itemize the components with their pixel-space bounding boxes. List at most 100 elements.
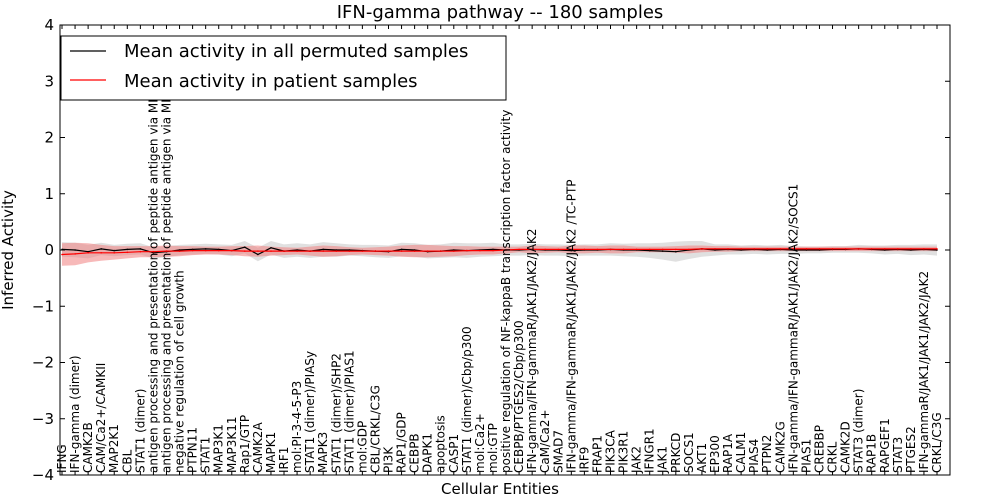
x-tick-label-29: apoptosis [434,415,448,473]
point-patient-59 [831,248,834,250]
point-patient-37 [544,248,546,251]
x-tick-label-49: AKT1 [695,443,709,473]
x-tick-label-67: CRKL/C3G [930,412,944,473]
point-patient-42 [609,248,612,251]
point-patient-26 [400,250,403,252]
point-permuted-20 [322,248,325,251]
x-tick-label-54: PTPN2 [760,435,774,473]
y-tick-label-6: 2 [44,129,54,147]
point-patient-25 [387,250,390,252]
point-permuted-26 [400,248,403,251]
x-tick-label-38: SMAD7 [551,430,565,473]
x-tick-label-17: IRF1 [277,447,291,473]
point-patient-31 [466,249,468,252]
point-patient-58 [818,248,821,250]
x-tick-label-65: PTGES2 [904,426,918,473]
x-tick-label-2: CAMK2B [81,422,95,473]
point-patient-40 [583,248,586,251]
point-permuted-63 [884,249,886,251]
x-tick-label-45: IFNGR1 [643,428,657,473]
x-tick-label-57: PIAS1 [799,439,813,473]
point-patient-12 [217,249,220,252]
point-patient-0 [61,253,63,256]
point-permuted-11 [204,248,207,250]
point-patient-45 [648,248,651,251]
point-patient-36 [531,248,533,251]
point-permuted-5 [126,248,129,251]
point-permuted-54 [766,249,768,251]
point-permuted-7 [152,252,155,254]
point-patient-10 [191,249,194,252]
x-tick-label-6: STAT1 (dimer) [133,389,147,473]
x-tick-label-33: mol:GTP [486,423,500,473]
x-tick-label-63: RAPGEF1 [878,418,892,473]
point-permuted-33 [492,248,494,251]
x-tick-label-22: STAT1 (dimer)/PIAS1 [342,350,356,473]
point-patient-67 [936,248,938,250]
point-patient-56 [792,248,795,250]
point-patient-47 [675,248,677,251]
point-patient-24 [374,250,377,252]
point-patient-52 [740,248,742,250]
point-permuted-67 [936,249,938,251]
x-tick-label-62: RAP1B [865,434,879,473]
y-tick-label-4: 0 [44,241,54,259]
x-tick-label-48: SOCS1 [682,432,696,473]
y-axis: −4 −3 −2 −1 0 1 2 3 4 [32,16,950,484]
x-tick-label-21: STAT1 (dimer)/SHP2 [329,353,343,473]
point-permuted-30 [453,249,455,251]
x-tick-label-46: JAK1 [656,446,670,474]
point-patient-55 [779,248,782,250]
x-tick-label-11: STAT1 [199,437,213,473]
x-tick-label-8: antigen processing and presentation of p… [160,41,174,473]
point-patient-1 [74,253,76,255]
point-permuted-58 [818,249,821,251]
point-permuted-2 [87,250,89,253]
point-patient-29 [439,250,442,252]
point-permuted-14 [244,246,246,248]
point-patient-38 [557,248,560,251]
legend-label-permuted: Mean activity in all permuted samples [124,41,468,62]
x-tick-label-13: MAP3K11 [225,416,239,473]
x-tick-label-36: IFN-gamma/IFN-gammaR/JAK1/JAK2/JAK2 [525,228,539,473]
x-tick-label-31: STAT1 (dimer)/Cbp/p300 [460,326,474,473]
point-patient-7 [152,250,155,253]
plot-area [61,241,938,266]
point-permuted-16 [270,247,272,249]
point-patient-44 [635,248,638,251]
x-tick-label-35: CEBPB/PTGES2/Cbp/p300 [512,320,526,473]
x-tick-label-51: RAP1A [721,433,735,473]
point-patient-20 [322,250,325,252]
x-tick-label-23: mol:GDP [355,421,369,473]
x-tick-label-60: CAMK2D [839,421,853,473]
x-tick-label-32: mol:Ca2+ [473,413,487,473]
x-tick-label-66: IFN-gammaR/JAK1/JAK1/JAK2/JAK2 [917,271,931,473]
x-tick-label-18: mol:PI-3-4-5-P3 [290,381,304,473]
point-patient-41 [596,248,599,251]
x-tick-label-42: PIK3CA [604,429,618,473]
x-tick-label-64: STAT3 [891,437,905,473]
point-permuted-4 [113,249,115,252]
point-patient-50 [714,248,716,250]
x-tick-label-28: DAPK1 [421,433,435,473]
point-patient-39 [570,248,573,251]
point-patient-11 [204,249,207,252]
legend-box [60,35,507,101]
point-permuted-22 [348,249,351,251]
x-tick-label-56: IFN-gamma/IFN-gammaR/JAK1/JAK2/JAK2/SOCS… [786,184,800,473]
x-tick-label-53: PIAS4 [747,439,761,473]
legend: Mean activity in all permuted samples Me… [60,35,507,101]
x-tick-label-41: FRAP1 [590,435,604,473]
x-tick-label-47: PRKCD [669,433,683,473]
point-patient-2 [87,252,89,254]
point-patient-64 [897,248,899,250]
point-patient-9 [178,250,181,252]
x-tick-label-3: CAM/Ca2+/CAMKII [94,363,108,473]
point-patient-6 [139,250,142,253]
point-permuted-57 [805,249,808,251]
point-permuted-52 [740,249,742,251]
point-patient-35 [518,248,520,251]
x-tick-label-19: STAT1 (dimer)/PIASy [303,351,317,473]
x-tick-label-25: PI3K [382,446,396,473]
legend-label-patient: Mean activity in patient samples [124,71,418,92]
